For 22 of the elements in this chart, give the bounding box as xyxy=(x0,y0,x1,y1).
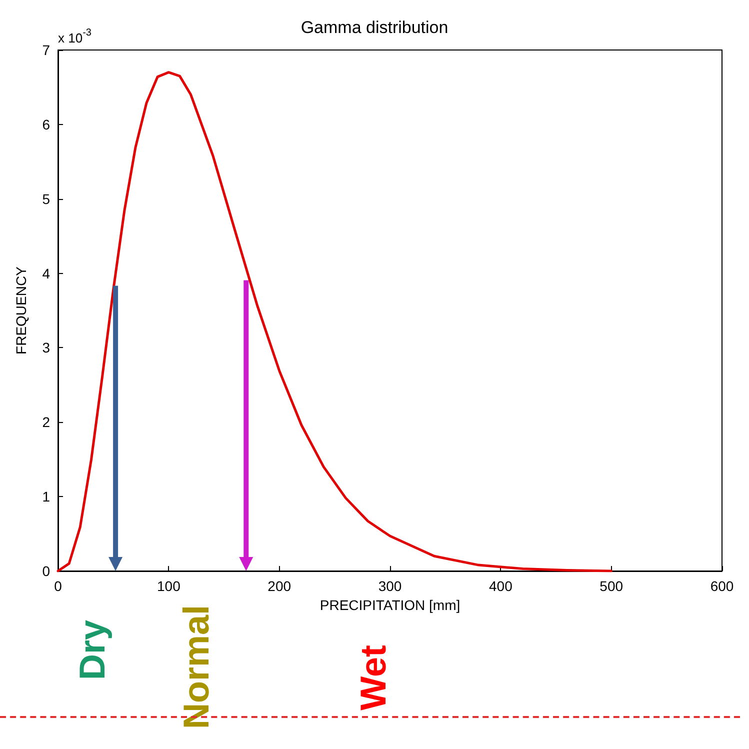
y-tick-label: 7 xyxy=(42,42,50,58)
y-tick-label: 3 xyxy=(42,340,50,356)
text: Dry xyxy=(72,620,112,680)
x-tick-label: 200 xyxy=(268,578,292,594)
text: Normal xyxy=(176,605,216,730)
y-tick-label: 0 xyxy=(42,563,50,579)
y-tick-label: 4 xyxy=(42,265,50,282)
x-tick-label: 100 xyxy=(156,578,181,594)
x-tick-label: 600 xyxy=(710,578,734,594)
y-tick-label: 6 xyxy=(42,116,50,132)
line-series xyxy=(56,71,613,572)
text: Wet xyxy=(352,644,394,710)
y-tick-label: 5 xyxy=(42,190,50,207)
x-tick-label: 0 xyxy=(54,578,62,594)
x-tick-label: 300 xyxy=(378,578,402,594)
y-axis-title: FREQUENCY xyxy=(13,266,29,354)
y-tick-label: 2 xyxy=(42,414,50,430)
x-axis-title: PRECIPITATION [mm] xyxy=(320,596,460,613)
y-tick-label: 1 xyxy=(42,488,50,505)
x-tick-label: 400 xyxy=(488,578,513,594)
chart-title: Gamma distribution xyxy=(300,18,448,37)
x-tick-label: 500 xyxy=(600,578,624,594)
